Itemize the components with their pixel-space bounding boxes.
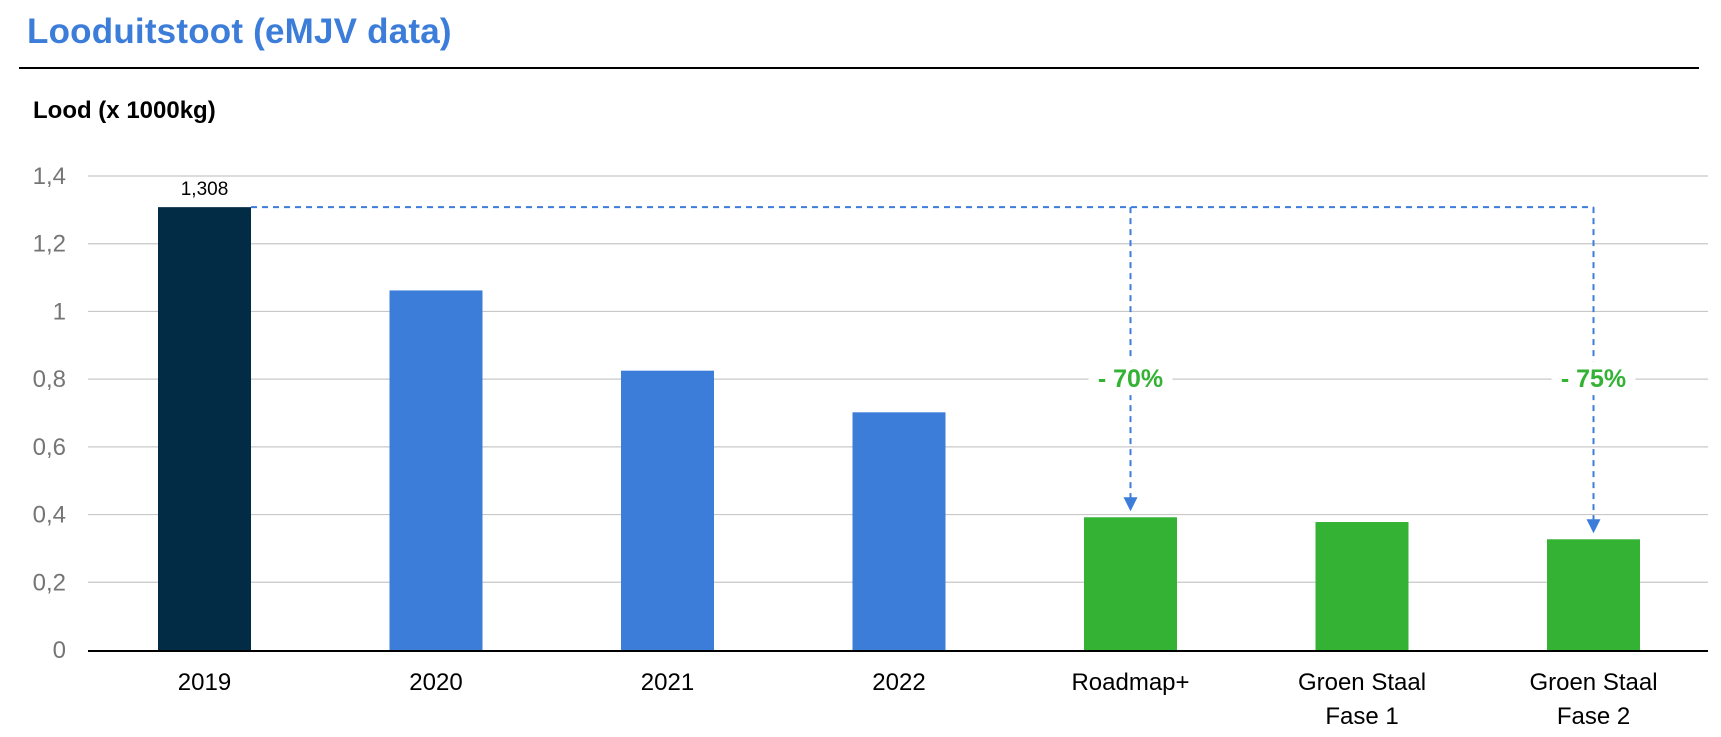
x-tick-label: 2022	[872, 669, 925, 696]
reduction-percentage-label: - 70%	[1098, 365, 1163, 393]
bar	[1315, 522, 1409, 650]
annotation-background	[1088, 361, 1173, 396]
bar	[621, 370, 714, 650]
y-tick-label: 0,2	[33, 569, 66, 596]
x-tick-label: 2019	[178, 669, 231, 696]
data-label: 1,308	[181, 179, 229, 200]
y-tick-label: 0,8	[33, 366, 66, 393]
y-axis-ticks: 0 0,2 0,4 0,6 0,8 1 1,2 1,4	[33, 163, 66, 664]
annotation-background	[1551, 361, 1636, 396]
arrow-head	[1123, 497, 1138, 512]
reduction-annotations: - 70% - 75%	[251, 206, 1636, 534]
bar	[158, 207, 251, 651]
reduction-percentage-label: - 75%	[1561, 365, 1626, 393]
y-axis-unit-label: Lood (x 1000kg)	[33, 97, 216, 124]
x-tick-label: Roadmap+	[1071, 669, 1189, 696]
bar	[1084, 517, 1177, 650]
x-tick-label: Groen Staal	[1529, 669, 1657, 696]
y-tick-label: 0	[53, 637, 66, 664]
y-tick-label: 1,2	[33, 231, 66, 258]
chart-title: Looduitstoot (eMJV data)	[27, 12, 452, 51]
gridlines	[88, 175, 1708, 583]
y-tick-label: 1	[53, 298, 66, 325]
x-tick-label: 2021	[641, 669, 694, 696]
bars: 1,308	[158, 179, 1640, 651]
x-tick-label: Fase 1	[1325, 703, 1398, 730]
x-axis-ticks: 2019 2020 2021 2022 Roadmap+ Groen Staal Fase …	[178, 669, 1658, 730]
y-tick-label: 1,4	[33, 163, 66, 190]
bar	[1547, 539, 1640, 650]
x-tick-label: Fase 2	[1557, 703, 1630, 730]
y-tick-label: 0,4	[33, 502, 66, 529]
bar	[389, 290, 483, 650]
arrow-head	[1586, 519, 1601, 534]
x-tick-label: Groen Staal	[1298, 669, 1426, 696]
y-tick-label: 0,6	[33, 434, 66, 461]
bar	[852, 412, 946, 650]
x-tick-label: 2020	[409, 669, 462, 696]
title-divider	[19, 67, 1699, 69]
